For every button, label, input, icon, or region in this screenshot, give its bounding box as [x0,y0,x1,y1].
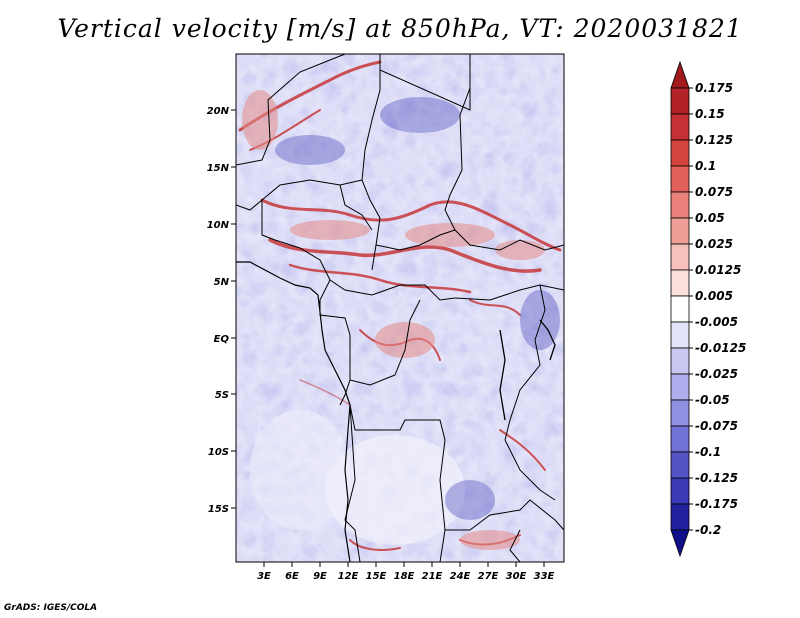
colorbar-swatch [670,425,690,453]
colorbar-swatch [670,60,690,89]
colorbar-label: -0.2 [695,523,721,537]
colorbar-swatch [670,451,690,479]
lon-label: 18E [394,571,415,582]
lon-label: 24E [450,571,471,582]
colorbar-swatch [670,373,690,401]
colorbar-swatch [670,165,690,193]
lon-axis [263,562,545,567]
lon-label: 15E [366,571,387,582]
lon-label: 30E [506,571,527,582]
lon-label: 3E [257,571,271,582]
lat-axis [231,109,236,509]
lat-label: 10S [208,447,229,458]
coastline [236,261,351,562]
colorbar-label: -0.05 [695,393,730,407]
colorbar-label: -0.025 [695,367,738,381]
lat-label: 5S [215,390,229,401]
colorbar-swatch [670,347,690,375]
colorbar-swatch [670,243,690,271]
colorbar-label: 0.175 [695,81,733,95]
colorbar-label: 0.05 [695,211,725,225]
colorbar-label: -0.175 [695,497,738,511]
colorbar-swatch [670,87,690,115]
colorbar-label: -0.125 [695,471,738,485]
lon-label: 9E [313,571,327,582]
colorbar-label: 0.075 [695,185,733,199]
lat-label: 15N [207,163,230,174]
lat-label: EQ [214,334,230,345]
colorbar-label: 0.0125 [695,263,741,277]
lon-label: 27E [478,571,499,582]
lon-label: 21E [422,571,443,582]
colorbar-swatch [670,321,690,349]
lat-label: 15S [208,504,229,515]
colorbar-swatch [670,503,690,531]
chart-title: Vertical velocity [m/s] at 850hPa, VT: 2… [57,14,743,43]
colorbar-swatch [670,269,690,297]
colorbar-label: -0.1 [695,445,721,459]
colorbar-label: -0.005 [695,315,738,329]
lat-label: 5N [214,277,230,288]
colorbar-swatch [670,217,690,245]
colorbar-label: 0.15 [695,107,725,121]
colorbar-label: -0.0125 [695,341,746,355]
plot-frame [235,53,565,563]
lon-label: 6E [285,571,299,582]
colorbar-swatch [670,399,690,427]
colorbar-label: 0.025 [695,237,733,251]
country-borders [236,54,564,562]
colorbar-label: 0.005 [695,289,733,303]
velocity-field [236,54,564,562]
lon-label: 33E [534,571,555,582]
lat-label: 10N [207,220,230,231]
lat-label: 20N [207,106,230,117]
colorbar-label: -0.075 [695,419,738,433]
colorbar-swatch [670,139,690,167]
colorbar-swatch [670,529,690,558]
colorbar-swatch [670,477,690,505]
colorbar-label: 0.125 [695,133,733,147]
colorbar-swatch [670,113,690,141]
colorbar-swatch [670,191,690,219]
colorbar-label: 0.1 [695,159,716,173]
lon-label: 12E [338,571,359,582]
colorbar-swatch [670,295,690,323]
grads-credit: GrADS: IGES/COLA [4,603,98,613]
